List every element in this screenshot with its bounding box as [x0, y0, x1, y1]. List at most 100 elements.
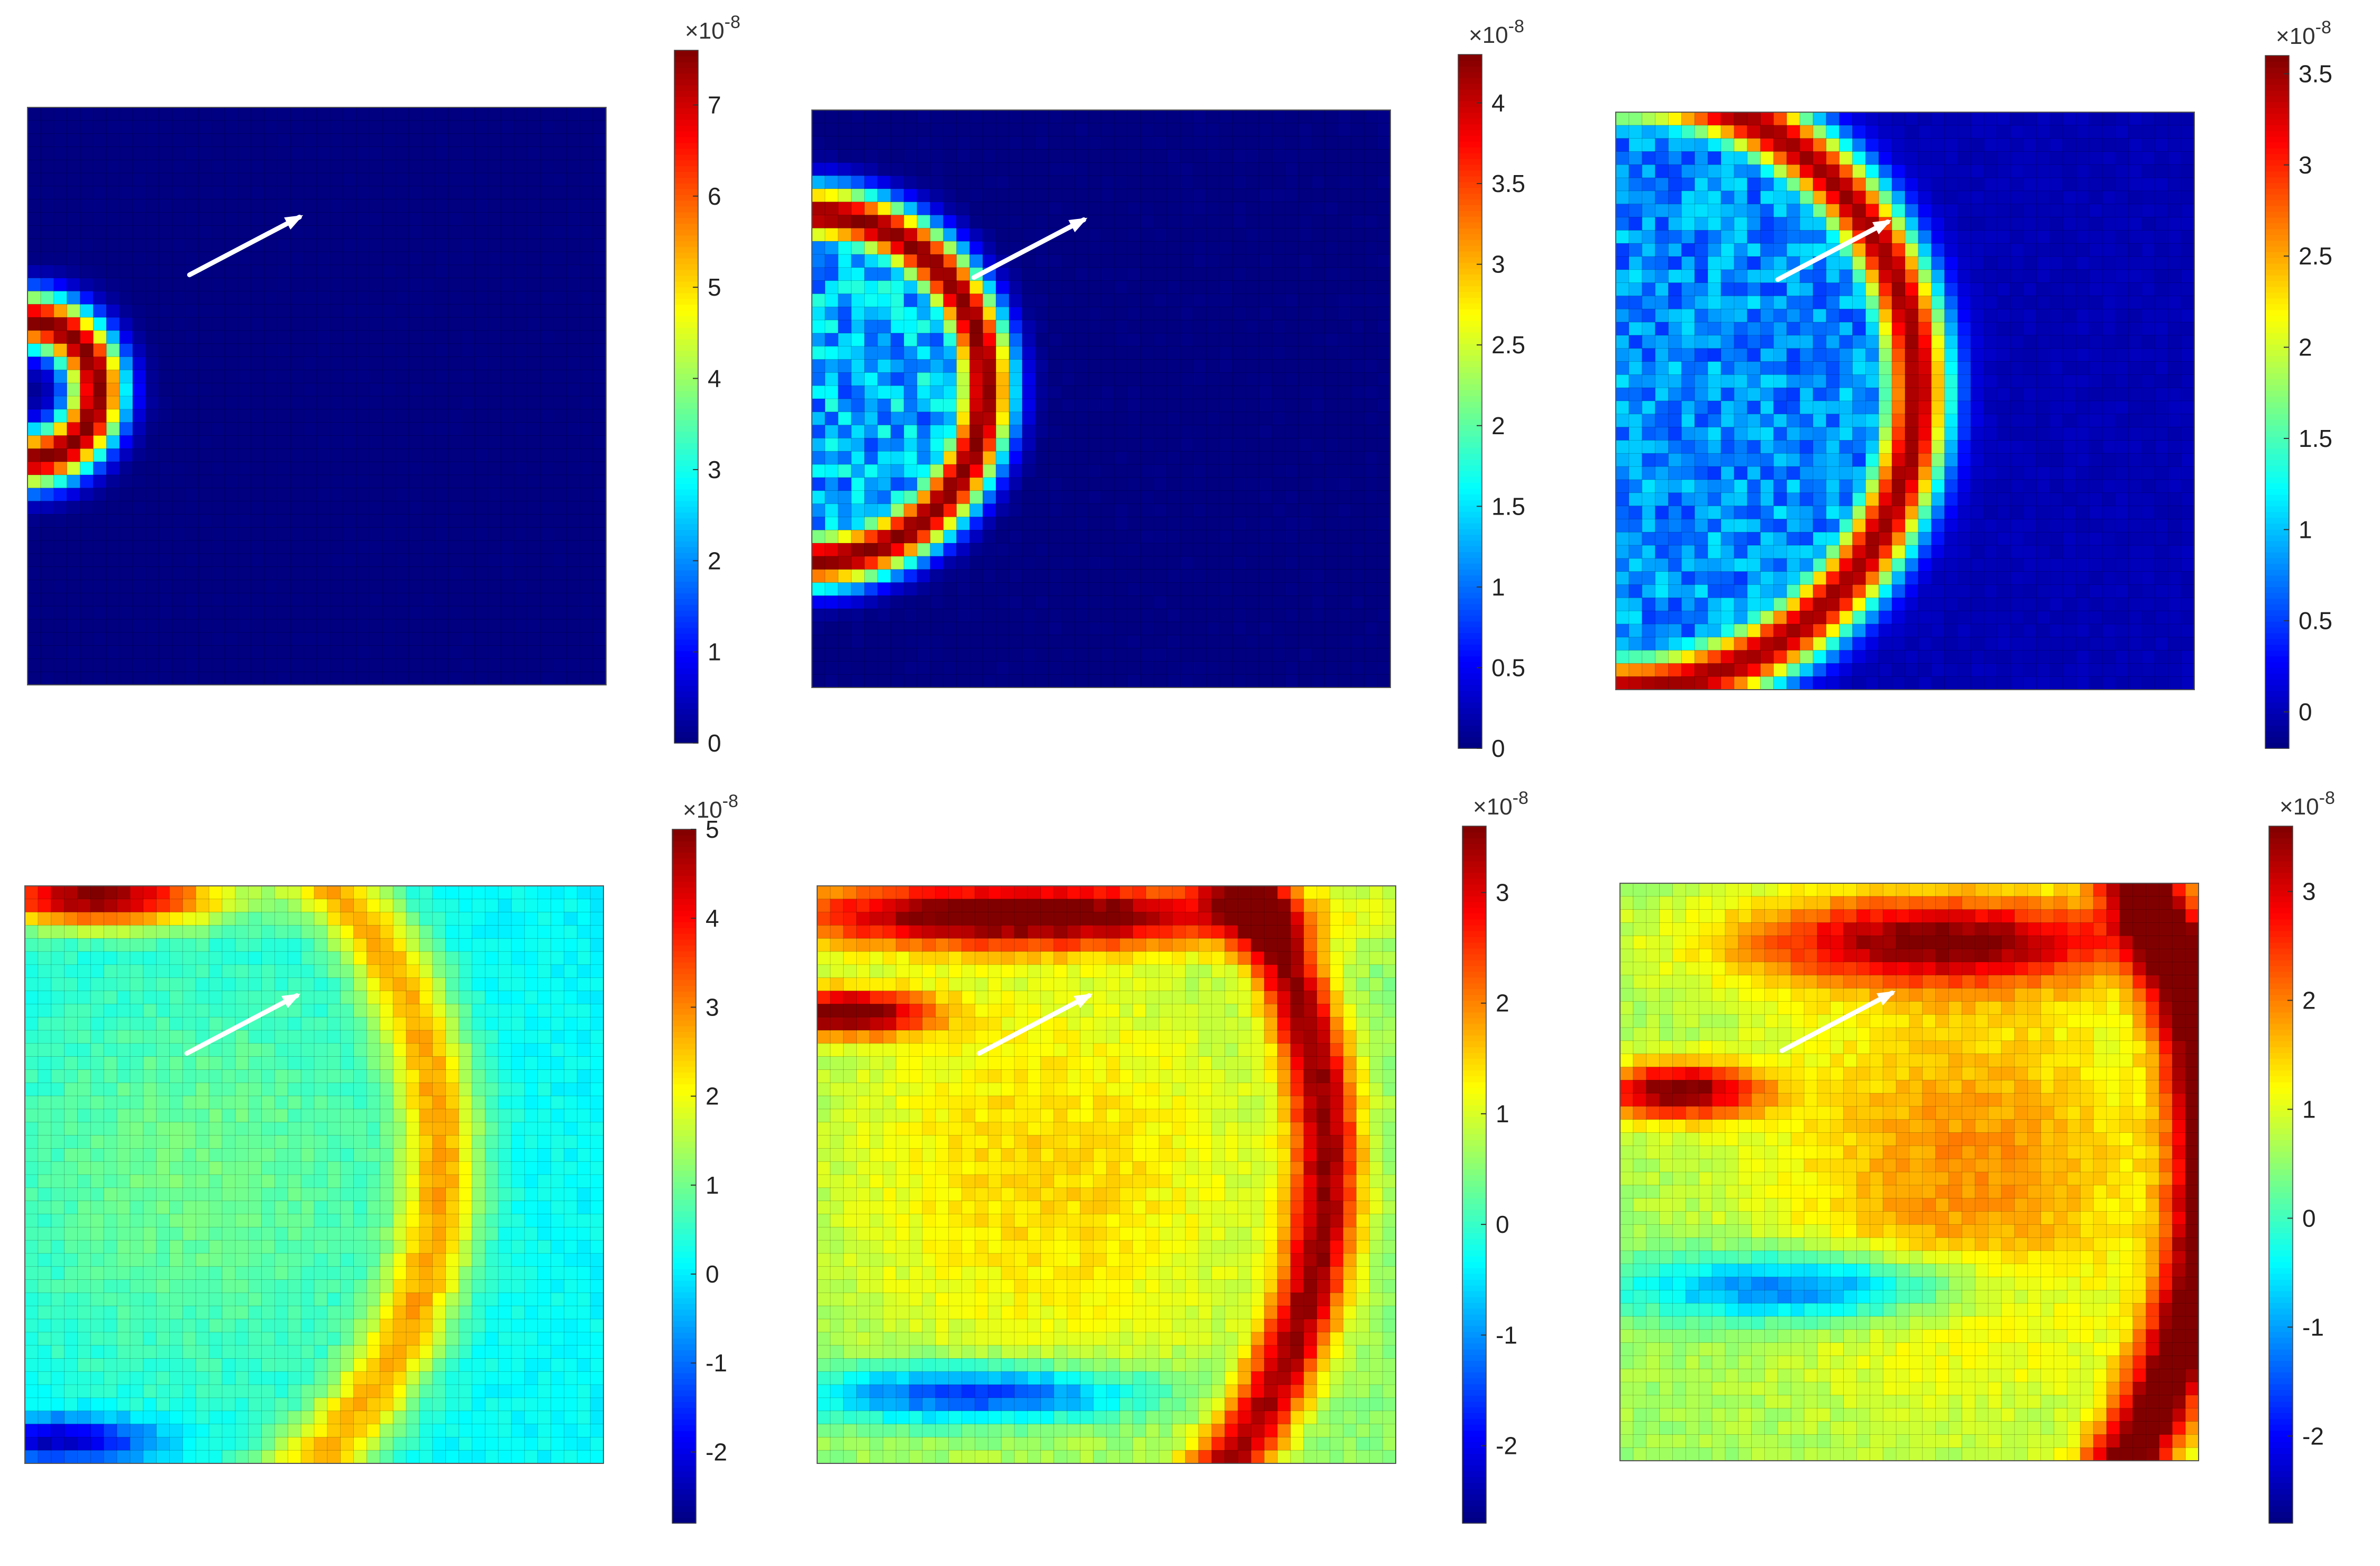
heatmap-cell: [1747, 676, 1761, 691]
heatmap-cell: [903, 241, 918, 255]
heatmap-cell: [579, 501, 594, 515]
heatmap-cell: [540, 514, 554, 528]
colorbar-segment: [674, 541, 698, 547]
heatmap-cell: [890, 202, 905, 216]
heatmap-cell: [1747, 427, 1761, 441]
heatmap-cell: [1271, 319, 1286, 334]
heatmap-cell: [448, 671, 462, 686]
heatmap-cell: [1061, 254, 1076, 268]
heatmap-cell: [1048, 674, 1063, 689]
heatmap-cell: [53, 671, 68, 686]
colorbar-segment: [1458, 482, 1482, 489]
heatmap-cell: [53, 409, 68, 423]
heatmap-cell: [1377, 635, 1391, 649]
heatmap-cell: [316, 396, 331, 410]
heatmap-cell: [1747, 125, 1761, 139]
colorbar-segment: [674, 552, 698, 559]
heatmap-cell: [1219, 543, 1233, 557]
heatmap-cell: [290, 107, 305, 121]
heatmap-cell: [145, 225, 160, 240]
heatmap-cell: [811, 503, 826, 518]
colorbar-segment: [1458, 216, 1482, 223]
heatmap-cell: [1271, 254, 1286, 268]
heatmap-cell: [382, 264, 397, 279]
heatmap-cell: [500, 278, 515, 292]
heatmap-cell: [1839, 190, 1853, 205]
heatmap-cell: [811, 648, 826, 662]
heatmap-cell: [369, 461, 383, 475]
heatmap-cell: [1707, 164, 1722, 179]
heatmap-cell: [1813, 361, 1827, 376]
heatmap-cell: [172, 317, 186, 331]
heatmap-cell: [1206, 569, 1220, 583]
heatmap-cell: [1048, 569, 1063, 583]
heatmap-cell: [290, 658, 305, 673]
heatmap-cell: [1707, 492, 1722, 507]
heatmap-cell: [145, 671, 160, 686]
heatmap-cell: [1826, 296, 1840, 310]
heatmap-cell: [1615, 125, 1630, 139]
colorbar-segment: [674, 96, 698, 103]
heatmap-cell: [1826, 610, 1840, 625]
heatmap-cell: [343, 238, 357, 252]
heatmap-cell: [1786, 558, 1801, 572]
heatmap-cell: [343, 606, 357, 620]
heatmap-cell: [303, 107, 318, 121]
heatmap-cell: [851, 582, 865, 597]
heatmap-cell: [316, 212, 331, 226]
heatmap-cell: [1232, 582, 1247, 597]
heatmap-cell: [1114, 398, 1128, 413]
heatmap-cell: [356, 330, 370, 344]
heatmap-cell: [864, 333, 878, 347]
heatmap-cell: [1720, 545, 1735, 559]
heatmap-cell: [1826, 558, 1840, 572]
heatmap-cell: [1655, 151, 1669, 166]
heatmap-cell: [1154, 648, 1168, 662]
heatmap-cell: [487, 291, 502, 305]
heatmap-cell: [1694, 558, 1709, 572]
colorbar-segment: [1458, 418, 1482, 425]
heatmap-cell: [1826, 217, 1840, 231]
heatmap-cell: [903, 372, 918, 387]
heatmap-cell: [956, 162, 971, 177]
heatmap-cell: [461, 448, 475, 463]
heatmap-cell: [53, 540, 68, 554]
heatmap-cell: [1615, 177, 1630, 191]
heatmap-cell: [435, 356, 449, 371]
heatmap-cell: [1206, 227, 1220, 242]
heatmap-cell: [1061, 267, 1076, 281]
heatmap-cell: [1166, 346, 1181, 360]
heatmap-cell: [382, 488, 397, 502]
heatmap-cell: [500, 474, 515, 489]
heatmap-cell: [422, 540, 436, 554]
heatmap-cell: [1311, 241, 1325, 255]
heatmap-cell: [930, 438, 944, 452]
heatmap-cell: [566, 632, 581, 646]
heatmap-cell: [1193, 595, 1207, 610]
heatmap-cell: [80, 409, 94, 423]
heatmap-cell: [1734, 597, 1748, 612]
heatmap-cell: [825, 267, 839, 281]
heatmap-cell: [851, 543, 865, 557]
heatmap-cell: [132, 448, 147, 463]
heatmap-cell: [1786, 676, 1801, 691]
heatmap-cell: [1681, 545, 1696, 559]
heatmap-cell: [1839, 440, 1853, 454]
heatmap-cell: [40, 448, 54, 463]
heatmap-cell: [811, 254, 826, 268]
heatmap-cell: [1179, 582, 1194, 597]
colorbar-segment: [674, 206, 698, 213]
heatmap-cell: [969, 202, 984, 216]
heatmap-cell: [1246, 202, 1260, 216]
colorbar-segment: [674, 605, 698, 611]
heatmap-cell: [1311, 516, 1325, 531]
heatmap-cell: [27, 382, 41, 397]
heatmap-cell: [811, 425, 826, 439]
heatmap-cell: [1707, 624, 1722, 638]
heatmap-cell: [1101, 582, 1115, 597]
heatmap-cell: [106, 107, 121, 121]
heatmap-cell: [382, 658, 397, 673]
heatmap-cell: [943, 543, 957, 557]
heatmap-cell: [943, 162, 957, 177]
heatmap-cell: [211, 409, 225, 423]
